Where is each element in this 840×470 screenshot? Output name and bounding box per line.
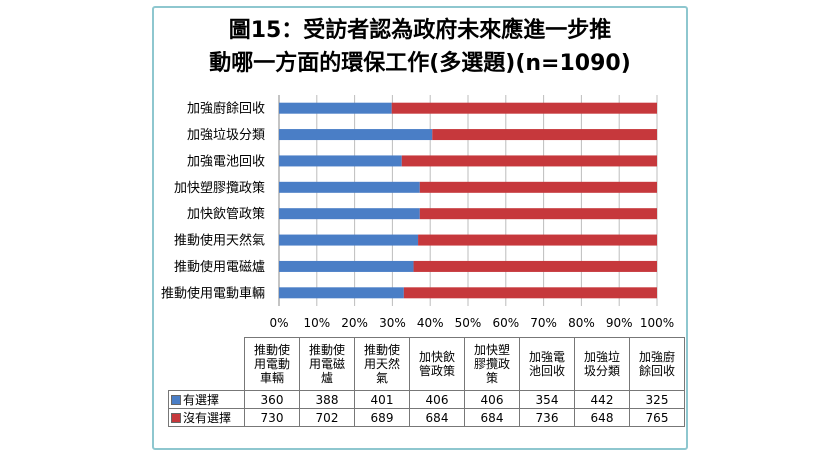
table-header-line: 管政策 bbox=[418, 364, 455, 378]
table-header-cell: 推動使 用天然氣 bbox=[354, 337, 410, 391]
table-header-line: 推動使 bbox=[363, 343, 400, 357]
bar-segment-selected bbox=[279, 234, 419, 246]
table-header-cell: 加快塑 膠攬政策 bbox=[464, 337, 520, 391]
table-corner bbox=[168, 337, 245, 391]
category-label: 加強垃圾分類 bbox=[187, 128, 265, 143]
bar-segment-not-selected bbox=[401, 155, 657, 167]
table-header-line: 策 bbox=[485, 371, 498, 385]
bar-segment-not-selected bbox=[413, 260, 657, 272]
table-value-cell: 406 bbox=[464, 390, 520, 409]
bar-segment-not-selected bbox=[418, 234, 657, 246]
category-label: 加快飲管政策 bbox=[187, 206, 265, 222]
table-value-cell: 406 bbox=[409, 390, 465, 409]
category-label: 加強廚餘回收 bbox=[187, 101, 265, 117]
table-header-line: 推動使 bbox=[308, 343, 345, 357]
x-tick-label: 90% bbox=[606, 316, 633, 330]
table-header-line: 用電動 bbox=[253, 357, 290, 371]
table-header-line: 膠攬政 bbox=[473, 357, 510, 371]
table-value-cell: 684 bbox=[464, 408, 520, 427]
table-header-cell: 加強垃 圾分類 bbox=[574, 337, 630, 391]
legend-label: 有選擇 bbox=[183, 392, 220, 407]
table-value-cell: 360 bbox=[244, 390, 300, 409]
x-tick-label: 60% bbox=[492, 316, 519, 330]
bar-segment-not-selected bbox=[419, 181, 657, 193]
table-header-line: 用天然 bbox=[363, 357, 400, 371]
x-tick-label: 20% bbox=[341, 316, 368, 330]
bar-segment-not-selected bbox=[403, 287, 657, 299]
x-tick-label: 100% bbox=[640, 316, 674, 330]
table-header-cell: 加快飲 管政策 bbox=[409, 337, 465, 391]
table-header-line: 池回收 bbox=[528, 364, 565, 378]
bar-segment-selected bbox=[279, 155, 402, 167]
table-header-line: 加快飲 bbox=[418, 350, 455, 364]
table-header-line: 車輛 bbox=[259, 371, 284, 385]
table-header-cell: 加強電 池回收 bbox=[519, 337, 575, 391]
table-header-line: 氣 bbox=[375, 371, 388, 385]
bar-segment-not-selected bbox=[419, 208, 657, 220]
legend-cell: 沒有選擇 bbox=[168, 408, 245, 427]
table-value-cell: 401 bbox=[354, 390, 410, 409]
table-value-cell: 765 bbox=[629, 408, 685, 427]
x-tick-label: 50% bbox=[455, 316, 482, 330]
bar-segment-selected bbox=[279, 102, 392, 114]
category-label: 加快塑膠攬政策 bbox=[174, 180, 265, 196]
bar-segment-selected bbox=[279, 208, 420, 220]
table-header-line: 加強垃 bbox=[583, 350, 620, 364]
table-value-cell: 736 bbox=[519, 408, 575, 427]
category-label: 加強電池回收 bbox=[187, 154, 265, 169]
legend-swatch bbox=[171, 395, 181, 405]
table-header-line: 加強廚 bbox=[638, 350, 675, 364]
table-value-cell: 684 bbox=[409, 408, 465, 427]
bar-segment-not-selected bbox=[391, 102, 657, 114]
data-table: 推動使 用電動 車輛 推動使 用電磁爐推動使 用天然氣加快飲 管政策 加快塑 膠攬政策加強電 池回… bbox=[168, 337, 685, 427]
x-tick-label: 30% bbox=[379, 316, 406, 330]
table-header-line: 圾分類 bbox=[583, 364, 620, 378]
table-value-cell: 648 bbox=[574, 408, 630, 427]
table-value-cell: 325 bbox=[629, 390, 685, 409]
bar-segment-selected bbox=[279, 287, 404, 299]
table-header-line: 加快塑 bbox=[473, 343, 510, 357]
legend-swatch bbox=[171, 413, 181, 423]
x-tick-label: 10% bbox=[303, 316, 330, 330]
table-header-line: 餘回收 bbox=[638, 364, 675, 378]
table-value-cell: 442 bbox=[574, 390, 630, 409]
table-row: 有選擇 360 388 401 406 406 354 442 325 bbox=[168, 390, 685, 409]
table-header-cell: 加強廚 餘回收 bbox=[629, 337, 685, 391]
category-label: 推動使用電動車輛 bbox=[161, 285, 265, 301]
category-label: 推動使用電磁爐 bbox=[174, 259, 265, 275]
table-value-cell: 689 bbox=[354, 408, 410, 427]
table-header-line: 爐 bbox=[320, 371, 333, 385]
chart-title-line-2: 動哪一方面的環保工作(多選題)(n=1090) bbox=[209, 51, 631, 76]
table-header-line: 加強電 bbox=[528, 350, 565, 364]
table-header-cell: 推動使 用電磁爐 bbox=[299, 337, 355, 391]
bar-segment-selected bbox=[279, 181, 420, 193]
x-tick-label: 0% bbox=[269, 316, 288, 330]
table-value-cell: 702 bbox=[299, 408, 355, 427]
table-value-cell: 388 bbox=[299, 390, 355, 409]
legend-cell: 有選擇 bbox=[168, 390, 245, 409]
category-label: 推動使用天然氣 bbox=[174, 233, 265, 249]
legend-label: 沒有選擇 bbox=[183, 410, 232, 425]
x-tick-label: 70% bbox=[530, 316, 557, 330]
x-tick-label: 40% bbox=[417, 316, 444, 330]
table-value-cell: 730 bbox=[244, 408, 300, 427]
bar-segment-selected bbox=[279, 129, 433, 141]
table-value-cell: 354 bbox=[519, 390, 575, 409]
bar-segment-selected bbox=[279, 260, 414, 272]
table-header-line: 推動使 bbox=[253, 343, 290, 357]
chart-title-line-1: 圖15：受訪者認為政府未來應進一步推 bbox=[228, 18, 612, 43]
x-tick-label: 80% bbox=[568, 316, 595, 330]
bar-segment-not-selected bbox=[432, 129, 657, 141]
table-row: 沒有選擇 730 702 689 684 684 736 648 765 bbox=[168, 408, 685, 427]
table-header-cell: 推動使 用電動 車輛 bbox=[244, 337, 300, 391]
table-header-line: 用電磁 bbox=[308, 357, 345, 371]
